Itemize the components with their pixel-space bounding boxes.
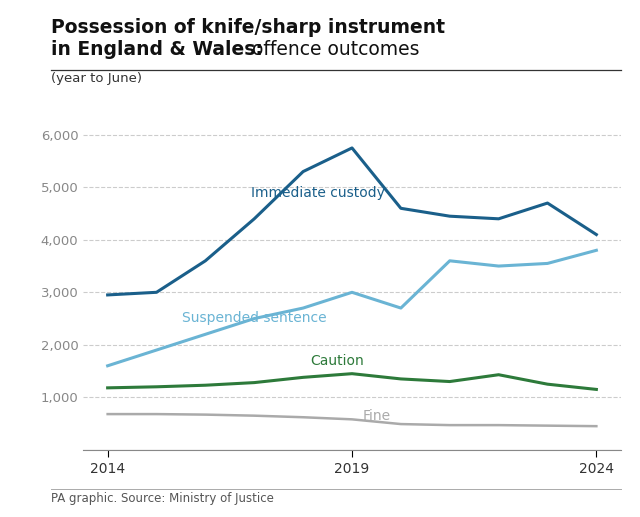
Text: Suspended sentence: Suspended sentence	[182, 311, 326, 325]
Text: offence outcomes: offence outcomes	[246, 40, 420, 59]
Text: in England & Wales:: in England & Wales:	[51, 40, 263, 59]
Text: Possession of knife/sharp instrument: Possession of knife/sharp instrument	[51, 18, 445, 37]
Text: PA graphic. Source: Ministry of Justice: PA graphic. Source: Ministry of Justice	[51, 492, 274, 505]
Text: Caution: Caution	[310, 354, 364, 368]
Text: Fine: Fine	[362, 409, 390, 423]
Text: Immediate custody: Immediate custody	[251, 186, 385, 200]
Text: (year to June): (year to June)	[51, 72, 142, 85]
